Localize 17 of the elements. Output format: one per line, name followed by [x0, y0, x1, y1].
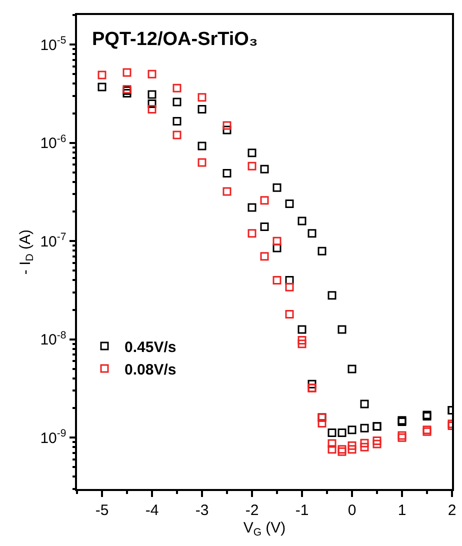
- x-axis-title: V$_{G}$ (V): [243, 519, 286, 538]
- x-tick-label: -2: [245, 502, 259, 519]
- legend-label: 0.08V/s: [124, 361, 176, 378]
- y-tick-label: 10$^{-9}$: [40, 428, 66, 447]
- text: PQT-12/OA-SrTiO₃: [92, 28, 258, 50]
- x-tick-label: -5: [95, 502, 109, 519]
- x-tick-label: -4: [145, 502, 159, 519]
- x-tick-label: 1: [398, 502, 406, 519]
- x-tick-label: 0: [348, 502, 356, 519]
- x-tick-label: -3: [195, 502, 209, 519]
- x-tick-label: -1: [295, 502, 309, 519]
- legend-label: 0.45V/s: [124, 338, 176, 356]
- y-tick-label: 10$^{-7}$: [40, 231, 66, 250]
- y-tick-label: 10$^{-6}$: [40, 132, 66, 152]
- y-tick-label: 10$^{-8}$: [40, 329, 66, 349]
- x-tick-label: 2: [448, 502, 456, 519]
- y-tick-label: 10$^{-5}$: [40, 34, 66, 54]
